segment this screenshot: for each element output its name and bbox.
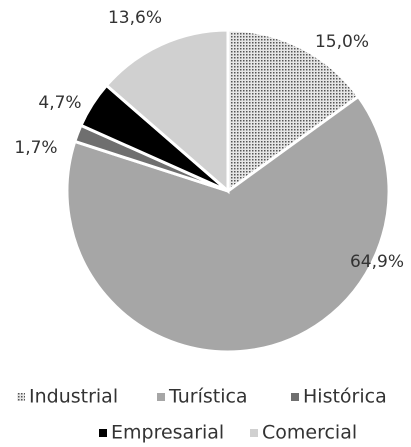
pie-slice bbox=[65, 94, 391, 354]
data-label: 15,0% bbox=[315, 32, 369, 52]
data-label: 1,7% bbox=[14, 138, 57, 158]
pie-slice bbox=[104, 28, 230, 195]
pie-slice bbox=[226, 28, 361, 194]
data-label: 13,6% bbox=[108, 8, 162, 28]
data-label: 64,9% bbox=[350, 252, 404, 272]
legend-swatch bbox=[250, 429, 258, 437]
legend-swatch bbox=[291, 393, 299, 401]
legend-label: Turística bbox=[168, 386, 248, 408]
legend-label: Comercial bbox=[262, 422, 357, 444]
legend-label: Industrial bbox=[29, 386, 118, 408]
legend-swatch bbox=[17, 393, 25, 401]
data-label: 4,7% bbox=[38, 93, 81, 113]
legend-swatch bbox=[157, 393, 165, 401]
legend-label: Histórica bbox=[303, 386, 387, 408]
legend-label: Empresarial bbox=[111, 422, 224, 444]
legend-swatch bbox=[99, 429, 107, 437]
